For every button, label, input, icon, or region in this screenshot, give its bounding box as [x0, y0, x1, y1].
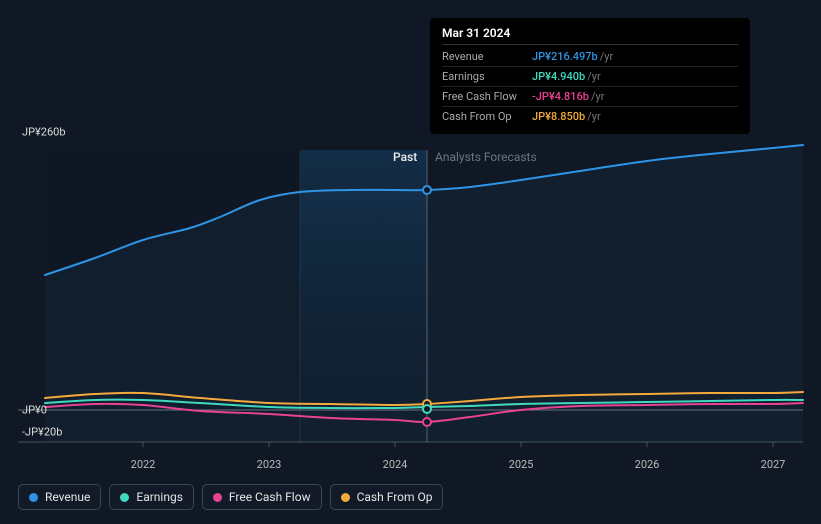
- legend-item-free-cash-flow[interactable]: Free Cash Flow: [202, 484, 322, 510]
- tooltip-row: EarningsJP¥4.940b/yr: [442, 67, 738, 87]
- legend-item-label: Cash From Op: [357, 490, 433, 504]
- legend-dot-icon: [341, 493, 350, 502]
- tooltip-row-value: JP¥4.940b: [532, 70, 585, 83]
- legend-dot-icon: [213, 493, 222, 502]
- past-label: Past: [393, 150, 417, 164]
- legend-item-revenue[interactable]: Revenue: [18, 484, 101, 510]
- tooltip-row-value: -JP¥4.816b: [532, 90, 589, 103]
- legend-item-label: Earnings: [136, 490, 183, 504]
- financial-chart: JP¥260b JP¥0 -JP¥20b 2022 2023 2024 2025 2026 2…: [0, 0, 821, 524]
- tooltip-row-label: Free Cash Flow: [442, 90, 532, 103]
- x-axis-tick-label: 2022: [131, 458, 156, 471]
- tooltip-row-label: Cash From Op: [442, 110, 532, 123]
- chart-tooltip: Mar 31 2024 RevenueJP¥216.497b/yrEarning…: [430, 18, 750, 134]
- legend-dot-icon: [120, 493, 129, 502]
- y-axis-tick-label: -JP¥20b: [22, 426, 62, 439]
- legend-item-label: Free Cash Flow: [229, 490, 311, 504]
- x-axis-tick-label: 2027: [761, 458, 786, 471]
- tooltip-row-label: Revenue: [442, 50, 532, 63]
- tooltip-row-value: JP¥8.850b: [532, 110, 585, 123]
- tooltip-row-unit: /yr: [587, 110, 600, 123]
- tooltip-date: Mar 31 2024: [442, 26, 738, 45]
- x-axis-tick-label: 2026: [635, 458, 660, 471]
- y-axis-tick-label: JP¥0: [22, 404, 47, 417]
- legend-dot-icon: [29, 493, 38, 502]
- y-axis-tick-label: JP¥260b: [22, 126, 66, 139]
- forecast-label: Analysts Forecasts: [435, 150, 537, 164]
- tooltip-row-unit: /yr: [587, 70, 600, 83]
- legend-item-earnings[interactable]: Earnings: [109, 484, 194, 510]
- tooltip-row: RevenueJP¥216.497b/yr: [442, 47, 738, 67]
- tooltip-row-unit: /yr: [600, 50, 613, 63]
- tooltip-row: Free Cash Flow-JP¥4.816b/yr: [442, 87, 738, 107]
- tooltip-row-value: JP¥216.497b: [532, 50, 598, 63]
- legend-item-cash-from-op[interactable]: Cash From Op: [330, 484, 444, 510]
- tooltip-row: Cash From OpJP¥8.850b/yr: [442, 107, 738, 126]
- x-axis-tick-label: 2025: [509, 458, 534, 471]
- chart-legend: Revenue Earnings Free Cash Flow Cash From O…: [18, 484, 443, 510]
- x-axis-tick-label: 2023: [257, 458, 282, 471]
- legend-item-label: Revenue: [45, 490, 90, 504]
- tooltip-row-unit: /yr: [591, 90, 604, 103]
- tooltip-row-label: Earnings: [442, 70, 532, 83]
- x-axis-tick-label: 2024: [383, 458, 408, 471]
